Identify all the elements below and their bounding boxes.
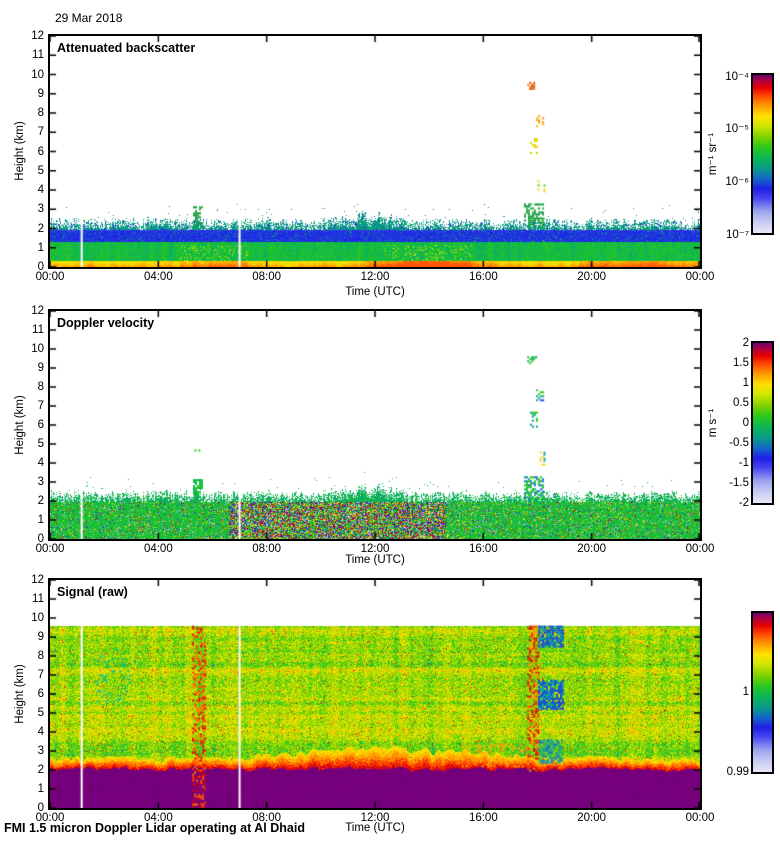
y-tick-label: 0 — [37, 261, 44, 273]
x-tick-label: 20:00 — [577, 812, 607, 824]
x-tick-label: 04:00 — [143, 543, 173, 555]
plot-title: Doppler velocity — [57, 316, 155, 330]
y-tick-label: 1 — [37, 241, 44, 254]
x-tick-label: 04:00 — [143, 812, 173, 824]
colorbar-tick-label: 1 — [742, 376, 749, 389]
x-tick-label: 00:00 — [685, 812, 715, 824]
y-tick-label: 5 — [37, 707, 44, 719]
x-tick-label: 12:00 — [360, 271, 390, 283]
y-tick-label: 12 — [31, 30, 44, 42]
colorbar-backscatter — [751, 73, 774, 235]
y-tick-label: 10 — [31, 343, 44, 355]
y-tick-label: 9 — [37, 87, 44, 100]
colorbar-tick-label: 10⁻⁷ — [725, 228, 749, 241]
heatmap-canvas-raw-signal — [50, 580, 700, 808]
colorbar-tick-label: 1.5 — [733, 356, 749, 369]
x-tick-label: 20:00 — [577, 271, 607, 283]
x-tick-label: 04:00 — [143, 271, 173, 283]
colorbar-tick-label: 2 — [742, 336, 749, 349]
y-tick-label: 8 — [37, 107, 44, 119]
x-tick-label: 16:00 — [468, 812, 498, 824]
x-tick-label: 12:00 — [360, 543, 390, 555]
y-tick-label: 10 — [31, 612, 44, 624]
x-tick-label: 00:00 — [685, 543, 715, 555]
y-tick-label: 9 — [37, 631, 44, 643]
plot-title: Signal (raw) — [57, 585, 128, 599]
y-tick-label: 8 — [37, 381, 44, 393]
x-tick-label: 08:00 — [252, 543, 282, 555]
x-tick-label: 00:00 — [35, 271, 65, 283]
y-tick-label: 7 — [37, 669, 44, 681]
colorbar-tick-label: 10⁻⁵ — [725, 123, 749, 136]
footer-caption: FMI 1.5 micron Doppler Lidar operating a… — [4, 821, 305, 835]
x-tick-label: 16:00 — [468, 271, 498, 283]
colorbar-tick-label: 1 — [742, 686, 749, 698]
y-tick-label: 7 — [37, 400, 44, 412]
y-tick-label: 5 — [37, 164, 44, 177]
colorbar-tick-label: -0.5 — [729, 436, 749, 449]
x-tick-label: 08:00 — [252, 812, 282, 824]
y-tick-label: 0 — [37, 533, 44, 545]
y-tick-label: 3 — [37, 203, 44, 216]
y-tick-label: 4 — [37, 726, 44, 738]
x-tick-label: 00:00 — [35, 812, 65, 824]
y-tick-label: 6 — [37, 419, 44, 431]
x-tick-label: 00:00 — [685, 271, 715, 283]
y-tick-label: 12 — [31, 305, 44, 317]
y-tick-label: 6 — [37, 688, 44, 700]
date-label: 29 Mar 2018 — [55, 11, 123, 25]
x-tick-label: 00:00 — [35, 543, 65, 555]
y-tick-label: 1 — [37, 514, 44, 526]
colorbar-tick-label: -1.5 — [729, 476, 749, 489]
x-axis-label: Time (UTC) — [345, 286, 405, 298]
colorbar-velocity — [751, 341, 774, 505]
x-tick-label: 08:00 — [252, 271, 282, 283]
colorbar-tick-label: -2 — [738, 496, 749, 509]
y-tick-label: 5 — [37, 438, 44, 450]
plot-title: Attenuated backscatter — [57, 41, 196, 55]
x-tick-label: 20:00 — [577, 543, 607, 555]
y-tick-label: 6 — [37, 145, 44, 158]
y-tick-label: 2 — [37, 222, 44, 235]
plot-area-backscatter — [48, 34, 702, 269]
y-tick-label: 1 — [37, 783, 44, 795]
y-tick-label: 3 — [37, 476, 44, 488]
y-tick-label: 11 — [32, 49, 44, 62]
x-axis-label: Time (UTC) — [345, 554, 405, 566]
colorbar-tick-label: 0.99 — [726, 765, 749, 778]
y-tick-label: 8 — [37, 650, 44, 662]
colorbar-tick-label: -1 — [738, 456, 749, 469]
plot-area-raw-signal — [48, 578, 702, 810]
y-tick-label: 7 — [37, 126, 44, 139]
heatmap-canvas-velocity — [50, 311, 700, 539]
y-tick-label: 11 — [32, 324, 44, 336]
colorbar-unit-label: m⁻¹ sr⁻¹ — [707, 132, 719, 176]
y-tick-label: 4 — [37, 184, 44, 196]
y-tick-label: 10 — [31, 68, 44, 81]
colorbar-tick-label: 10⁻⁶ — [725, 175, 749, 188]
x-axis-label: Time (UTC) — [345, 822, 405, 834]
y-tick-label: 4 — [37, 457, 44, 469]
colorbar-raw-signal — [751, 611, 774, 774]
x-tick-label: 16:00 — [468, 543, 498, 555]
colorbar-tick-label: 10⁻⁴ — [725, 70, 749, 83]
y-tick-label: 9 — [37, 362, 44, 374]
y-tick-label: 0 — [37, 802, 44, 814]
colorbar-tick-label: 0 — [742, 416, 749, 429]
colorbar-tick-label: 0.5 — [733, 396, 749, 409]
y-tick-label: 2 — [37, 764, 44, 776]
y-tick-label: 3 — [37, 745, 44, 757]
plot-area-velocity — [48, 309, 702, 541]
x-tick-label: 12:00 — [360, 812, 390, 824]
y-tick-label: 12 — [31, 574, 44, 586]
y-tick-label: 2 — [37, 495, 44, 507]
heatmap-canvas-backscatter — [50, 36, 700, 267]
y-tick-label: 11 — [32, 593, 44, 605]
